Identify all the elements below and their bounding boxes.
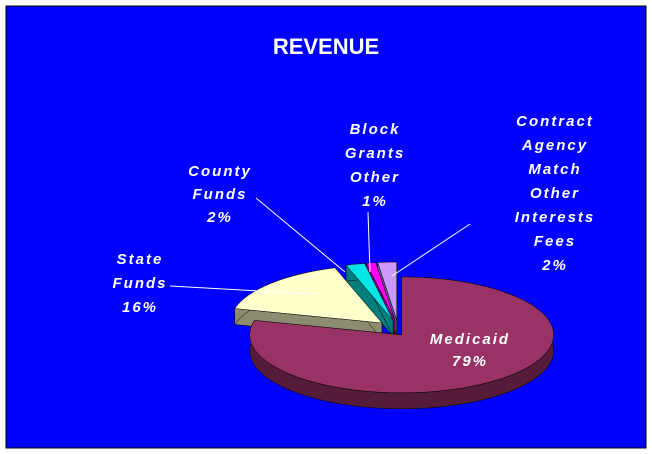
category-label: Other bbox=[530, 185, 580, 202]
category-label: Match bbox=[528, 161, 581, 178]
category-label: Funds bbox=[193, 186, 248, 203]
value-label: 79% bbox=[452, 353, 488, 370]
category-label: Agency bbox=[521, 137, 588, 154]
category-label: Medicaid bbox=[430, 331, 510, 348]
slice bbox=[345, 263, 394, 338]
slice-top bbox=[365, 262, 396, 321]
category-label: Funds bbox=[113, 275, 168, 292]
slice-top bbox=[345, 263, 394, 321]
leader-line bbox=[169, 285, 313, 295]
slice-top bbox=[249, 276, 554, 394]
slice-top bbox=[234, 267, 383, 324]
slice bbox=[249, 276, 554, 410]
slice-top bbox=[377, 261, 397, 321]
category-label: Interests bbox=[515, 209, 596, 226]
category-label: State bbox=[117, 251, 164, 268]
category-label: Contract bbox=[516, 113, 594, 130]
value-label: 1% bbox=[362, 193, 388, 210]
value-label: 2% bbox=[541, 257, 568, 274]
leader-line bbox=[255, 197, 346, 273]
category-label: Fees bbox=[534, 233, 576, 250]
category-label: Grants bbox=[345, 145, 405, 162]
value-label: 2% bbox=[206, 209, 233, 226]
category-label: County bbox=[188, 163, 252, 180]
leader-line bbox=[367, 211, 371, 273]
chart-title: REVENUE bbox=[273, 34, 379, 59]
category-label: Block bbox=[350, 121, 401, 138]
leader-line bbox=[391, 223, 471, 277]
category-label: Other bbox=[350, 169, 400, 186]
value-label: 16% bbox=[122, 299, 158, 316]
